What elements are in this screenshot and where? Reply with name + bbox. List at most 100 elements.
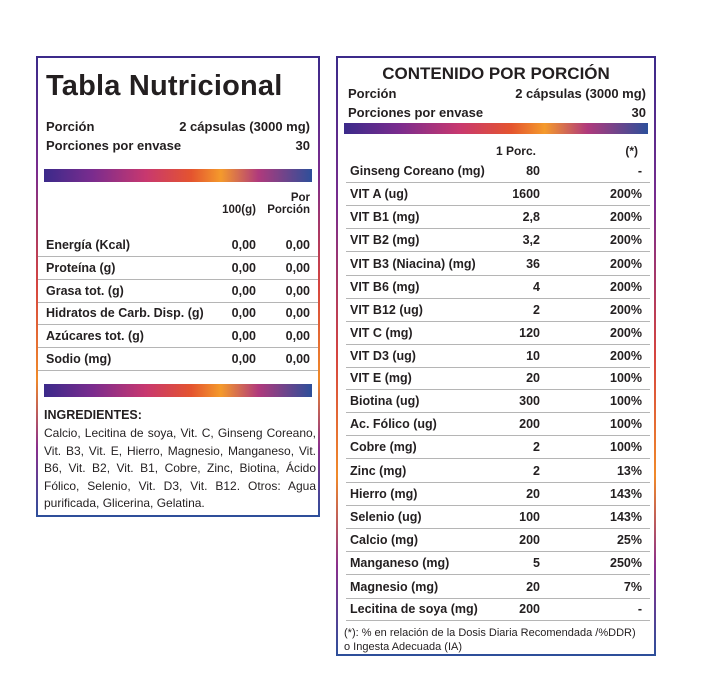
row-value-percent: 100% <box>610 440 642 454</box>
portion-value: 2 cápsulas (3000 mg) <box>515 86 646 101</box>
row-value-100g: 0,00 <box>231 260 256 275</box>
row-value-percent: 200% <box>610 187 642 201</box>
gradient-divider <box>44 384 312 397</box>
row-label: VIT B3 (Niacina) (mg) <box>350 257 476 271</box>
row-label: Zinc (mg) <box>350 464 407 478</box>
row-label: Ac. Fólico (ug) <box>350 417 437 431</box>
row-label: Hierro (mg) <box>350 487 418 501</box>
content-title: CONTENIDO POR PORCIÓN <box>382 64 610 83</box>
row-value-portion: 0,00 <box>285 260 310 275</box>
row-value-100g: 0,00 <box>231 283 256 298</box>
row-value-portion: 0,00 <box>285 329 310 344</box>
content-row: Ac. Fólico (ug) 200 100% <box>346 413 650 436</box>
row-value-portion: 36 <box>526 257 540 271</box>
nutrition-table-title: Tabla Nutricional <box>46 70 283 102</box>
one-portion-header: 1 Porc. <box>495 144 536 158</box>
row-value-portion: 20 <box>526 487 540 501</box>
row-value-portion: 20 <box>526 371 540 385</box>
row-value-percent: 100% <box>610 417 642 431</box>
percent-ddr-header: (*) <box>625 144 638 158</box>
nutrition-row: Hidratos de Carb. Disp. (g) 0,00 0,00 <box>38 302 318 326</box>
content-row: VIT B3 (Niacina) (mg) 36 200% <box>346 253 650 276</box>
row-value-percent: 25% <box>616 533 642 547</box>
servings-label: Porciones por envase <box>46 138 182 153</box>
footnote-line1: (*): % en relación de la Dosis Diaria Re… <box>344 627 636 639</box>
content-row: Calcio (mg) 200 25% <box>346 529 650 552</box>
row-label: Ginseng Coreano (mg) <box>350 164 485 178</box>
row-label: VIT A (ug) <box>350 187 409 201</box>
row-value-portion: 1600 <box>512 187 540 201</box>
row-value-percent: 200% <box>610 349 642 363</box>
row-label: Biotina (ug) <box>350 394 420 408</box>
row-label: VIT C (mg) <box>350 326 413 340</box>
row-label: Magnesio (mg) <box>350 580 439 594</box>
per-100g-header: 100(g) <box>222 204 256 216</box>
nutrition-row: Energía (Kcal) 0,00 0,00 <box>38 234 318 257</box>
row-value-percent: 100% <box>610 394 642 408</box>
content-row: Manganeso (mg) 5 250% <box>346 552 650 575</box>
row-value-portion: 0,00 <box>285 238 310 252</box>
row-label: Lecitina de soya (mg) <box>350 602 478 616</box>
content-row: VIT B12 (ug) 2 200% <box>346 299 650 322</box>
row-value-portion: 0,00 <box>285 283 310 298</box>
ingredients-text: Calcio, Lecitina de soya, Vit. C, Ginsen… <box>44 426 316 510</box>
row-value-portion: 200 <box>519 417 540 431</box>
row-label: Calcio (mg) <box>350 533 419 547</box>
ddr-footnote: (*): % en relación de la Dosis Diaria Re… <box>344 626 654 654</box>
content-row: Lecitina de soya (mg) 200 - <box>346 598 650 621</box>
row-value-percent: 200% <box>610 210 642 224</box>
row-value-portion: 200 <box>519 602 540 616</box>
nutrition-row: Azúcares tot. (g) 0,00 0,00 <box>38 325 318 349</box>
content-row: Magnesio (mg) 20 7% <box>346 576 650 599</box>
nutrition-table-panel: Tabla Nutricional Porción 2 cápsulas (30… <box>36 56 320 517</box>
row-value-100g: 0,00 <box>231 329 256 344</box>
row-label: VIT D3 (ug) <box>350 349 416 363</box>
content-row: Selenio (ug) 100 143% <box>346 506 650 529</box>
row-value-portion: 2 <box>533 440 540 454</box>
per-portion-header-line1: Por <box>290 192 310 204</box>
row-value-100g: 0,00 <box>231 238 256 252</box>
row-value-percent: 13% <box>616 464 642 478</box>
content-row: Hierro (mg) 20 143% <box>346 483 650 506</box>
row-value-percent: - <box>637 164 642 178</box>
row-label: VIT E (mg) <box>350 371 412 385</box>
row-value-portion: 20 <box>526 580 540 594</box>
row-label: Azúcares tot. (g) <box>46 329 144 344</box>
ingredients-title: INGREDIENTES: <box>44 408 142 422</box>
row-label: Hidratos de Carb. Disp. (g) <box>46 306 204 321</box>
nutrition-row: Grasa tot. (g) 0,00 0,00 <box>38 280 318 303</box>
row-label: Energía (Kcal) <box>46 238 131 252</box>
servings-label: Porciones por envase <box>348 105 484 120</box>
row-label: Manganeso (mg) <box>350 556 450 570</box>
gradient-divider <box>44 169 312 182</box>
content-row: Biotina (ug) 300 100% <box>346 390 650 413</box>
row-value-percent: 143% <box>610 487 642 501</box>
portion-label: Porción <box>348 86 397 101</box>
content-row: Ginseng Coreano (mg) 80 - <box>346 160 650 183</box>
row-value-percent: 7% <box>623 580 642 594</box>
row-value-portion: 3,2 <box>522 233 540 247</box>
row-value-portion: 10 <box>526 349 540 363</box>
row-value-percent: 200% <box>610 326 642 340</box>
gradient-divider <box>344 123 648 134</box>
row-value-percent: 200% <box>610 233 642 247</box>
portion-value: 2 cápsulas (3000 mg) <box>179 119 310 134</box>
row-value-portion: 100 <box>519 510 540 524</box>
row-label: Sodio (mg) <box>46 352 112 366</box>
row-label: Proteína (g) <box>46 260 116 275</box>
row-value-percent: 200% <box>610 303 642 317</box>
row-value-percent: 250% <box>610 556 642 570</box>
row-value-portion: 4 <box>533 280 540 294</box>
row-label: VIT B2 (mg) <box>350 233 420 247</box>
content-row: VIT A (ug) 1600 200% <box>346 183 650 206</box>
nutrition-row: Proteína (g) 0,00 0,00 <box>38 257 318 280</box>
content-per-portion-panel: CONTENIDO POR PORCIÓN Porción 2 cápsulas… <box>336 56 656 656</box>
row-value-percent: 200% <box>610 280 642 294</box>
servings-value: 30 <box>631 105 646 120</box>
footnote-line2: o Ingesta Adecuada (IA) <box>344 641 463 653</box>
content-row: VIT D3 (ug) 10 200% <box>346 345 650 368</box>
portion-label: Porción <box>46 119 95 134</box>
row-value-portion: 0,00 <box>285 306 310 321</box>
row-value-portion: 2,8 <box>522 210 540 224</box>
row-label: Selenio (ug) <box>350 510 422 524</box>
